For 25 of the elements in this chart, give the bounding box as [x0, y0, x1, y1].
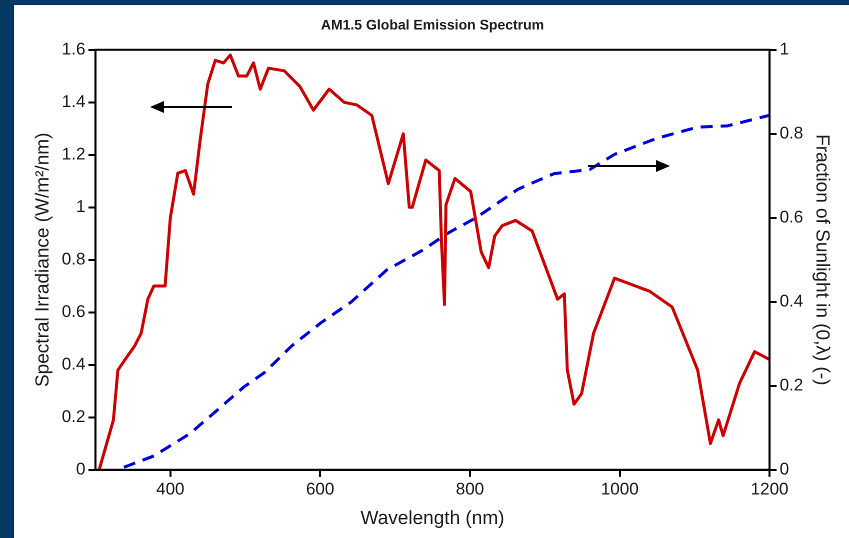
x-axis-title: Wavelength (nm) [360, 508, 504, 529]
y-tick-label: 0.4 [62, 354, 86, 374]
y-tick-label: 0 [76, 459, 86, 478]
y-tick-label: 1.2 [62, 144, 86, 164]
chart-title: AM1.5 Global Emission Spectrum [320, 16, 544, 32]
x-tick-label: 1000 [600, 480, 639, 499]
y-tick-label: 1.6 [62, 39, 86, 58]
x-tick-label: 1200 [750, 480, 788, 499]
line-series [122, 114, 770, 469]
y2-tick-label: 1 [780, 39, 790, 58]
y2-axis-title: Fraction of Sunlight in (0,λ) (-) [811, 134, 832, 386]
y2-tick-label: 0.4 [780, 291, 804, 310]
y-tick-label: 1.4 [62, 92, 86, 111]
y2-tick-label: 0.2 [780, 375, 804, 394]
y-tick-label: 0.2 [62, 406, 86, 426]
y2-tick-label: 0.8 [780, 123, 804, 142]
y-tick-label: 0.8 [62, 249, 86, 268]
y-axis-title: Spectral Irradiance (W/m²/nm) [32, 132, 54, 388]
y-tick-label: 1 [76, 196, 86, 216]
x-tick-label: 800 [456, 480, 484, 499]
y-tick-label: 0.6 [62, 302, 86, 321]
y2-tick-label: 0.6 [780, 207, 804, 226]
x-tick-label: 600 [306, 480, 334, 499]
x-tick-label: 400 [156, 480, 185, 499]
y2-tick-label: 0 [780, 459, 790, 478]
